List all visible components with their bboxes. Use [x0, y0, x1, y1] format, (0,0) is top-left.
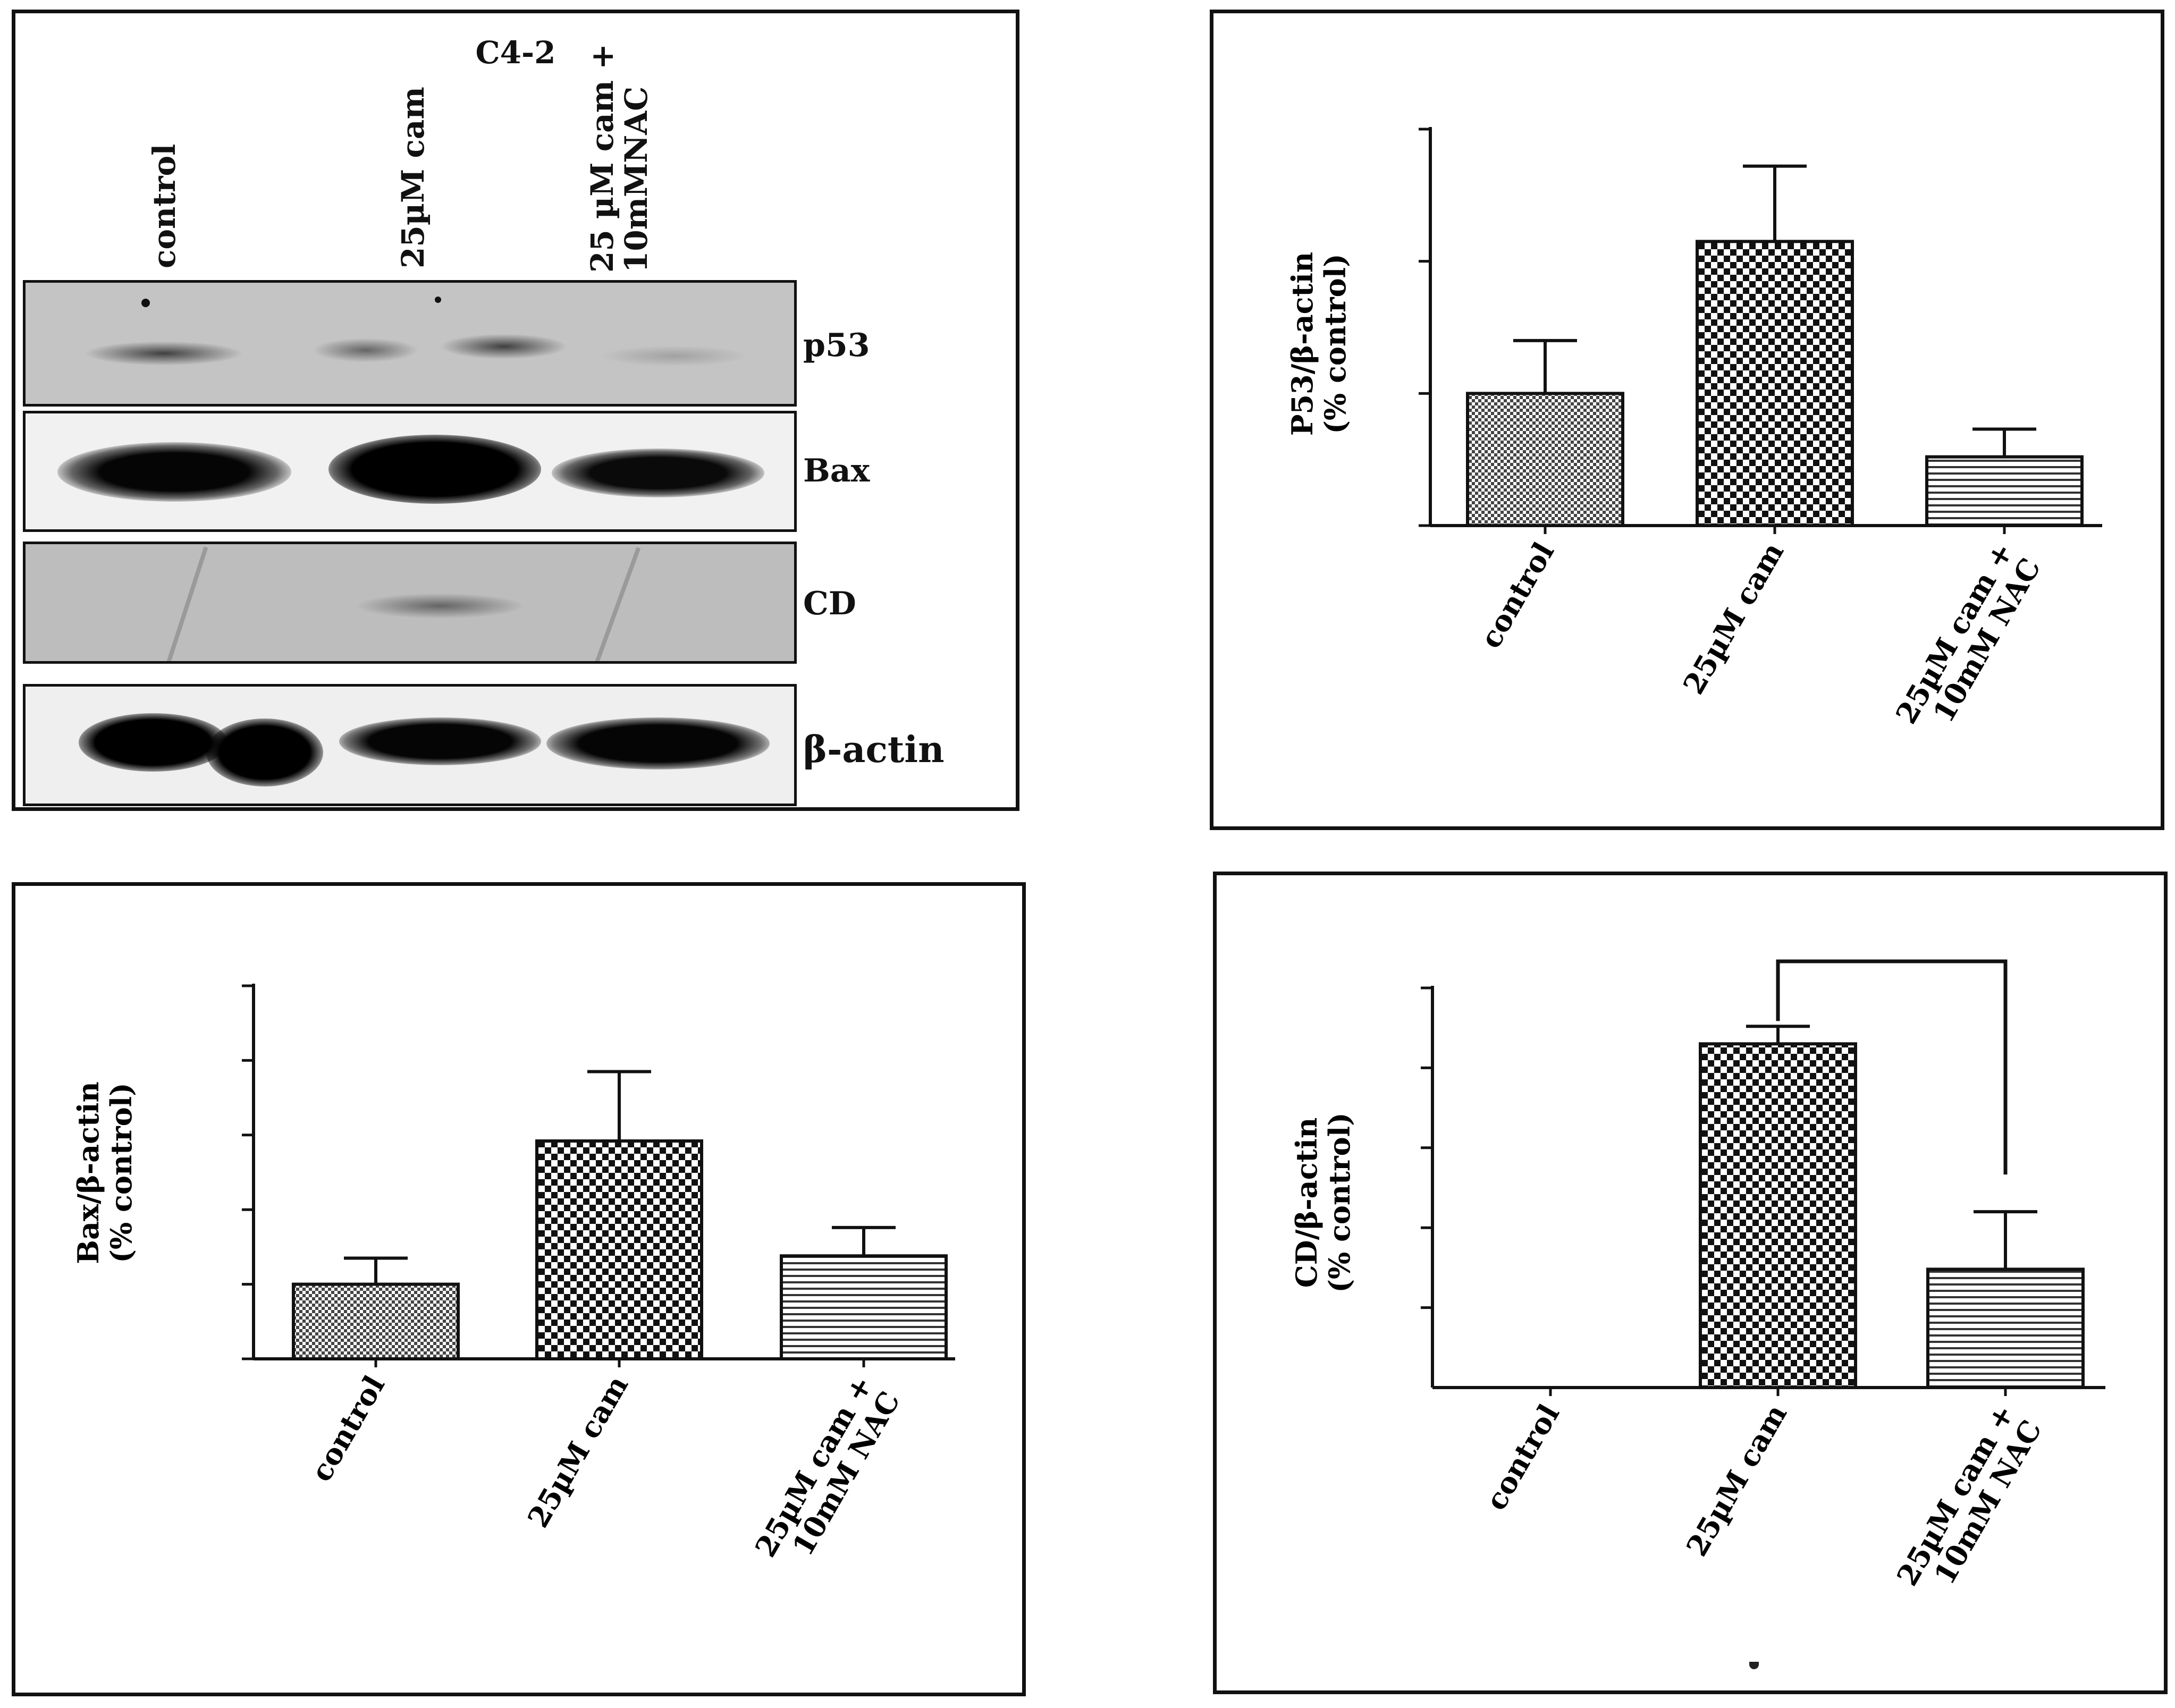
band-actin-cam-nac: [546, 717, 770, 770]
x-tick-label-line: control: [1479, 1399, 1566, 1516]
x-tick-label: 25µM cam: [521, 1370, 635, 1534]
y-axis-label-line: (% control): [1318, 253, 1352, 434]
band-label-actin: β-actin: [803, 729, 945, 771]
x-tick-label: 25µM cam +10mM NAC: [1890, 1399, 2048, 1608]
lane-label-cam-text: 25µM cam: [395, 87, 431, 268]
x-tick-label-line: 25µM cam: [1676, 537, 1791, 700]
bar: [1699, 1042, 1857, 1389]
bar: [780, 1254, 948, 1360]
band-actin-control-a: [79, 713, 227, 772]
x-tick-label-line: 25µM cam: [521, 1370, 635, 1534]
blot-title: C4-2: [475, 35, 556, 71]
chart-cd: CD/β-actin(% control) control 25µM cam 25µM…: [1289, 959, 2105, 1608]
chart-p53: P53/β-actin(% control) control 25µM cam 25µ…: [1285, 127, 2102, 746]
x-tick-label-line: control: [1473, 537, 1561, 654]
blot-speck: [141, 299, 150, 307]
y-axis-label: Bax/β-actin(% control): [71, 1081, 138, 1264]
band-actin-cam: [339, 717, 541, 765]
band-cd-cam: [355, 593, 525, 619]
blot-speck: [435, 297, 441, 303]
x-tick-label: 25µM cam +10mM NAC: [748, 1370, 907, 1579]
bar: [1925, 455, 2084, 528]
band-label-cd: CD: [803, 585, 856, 622]
band-p53-control: [84, 341, 243, 366]
band-bax-control: [57, 442, 291, 502]
x-tick-label-line: 25µM cam: [1680, 1399, 1794, 1562]
significance-bracket: [1776, 959, 2008, 1175]
band-p53-cam-b: [440, 334, 568, 359]
y-axis-label-line: (% control): [104, 1083, 138, 1263]
y-axis-label-line: (% control): [1322, 1112, 1356, 1292]
bar: [1696, 240, 1854, 528]
bar: [535, 1139, 703, 1360]
x-tick-label: control: [1473, 537, 1561, 654]
stray-mark: [1749, 1662, 1759, 1669]
x-tick-label: control: [1479, 1399, 1566, 1516]
blot-artifact: [166, 546, 208, 661]
band-label-bax: Bax: [803, 452, 870, 489]
blot-strip-actin: [23, 684, 797, 806]
x-tick-label-line: control: [304, 1370, 391, 1487]
band-p53-cam-nac: [600, 345, 748, 367]
x-tick-label: 25µM cam: [1680, 1399, 1794, 1562]
blot-strip-cd: [23, 542, 797, 664]
blot-artifact: [594, 547, 641, 661]
lane-label-control-text: control: [146, 143, 182, 268]
bar: [1926, 1267, 2085, 1390]
bar: [292, 1282, 460, 1360]
blot-strip-p53: [23, 280, 797, 407]
chart-panel-p53: P53/β-actin(% control) control 25µM cam 25µ…: [1210, 10, 2164, 830]
y-axis-label-line: Bax/β-actin: [71, 1081, 105, 1264]
chart-panel-bax: Bax/β-actin(% control) control 25µM cam 25µ…: [12, 882, 1026, 1696]
band-label-p53: p53: [803, 327, 870, 364]
band-p53-cam-a: [313, 338, 419, 362]
chart-panel-cd: CD/β-actin(% control) control 25µM cam 25µM…: [1213, 872, 2168, 1694]
western-blot-panel: C4-2 control 25µM cam 25 µM cam + 10mMNA…: [12, 10, 1019, 811]
y-axis-label-line: P53/β-actin: [1285, 252, 1319, 436]
band-bax-cam: [328, 435, 541, 504]
blot-strip-bax: [23, 411, 797, 532]
y-axis-label: P53/β-actin(% control): [1285, 252, 1352, 436]
y-axis-label-line: CD/β-actin: [1289, 1118, 1323, 1288]
x-tick-label: 25µM cam: [1676, 537, 1791, 700]
lane-label-cam-nac-text: 25 µM cam + 10mMNAC: [584, 44, 654, 273]
x-tick-label: 25µM cam +10mM NAC: [1889, 537, 2047, 746]
bar: [1466, 392, 1624, 527]
band-actin-control-b: [206, 718, 323, 787]
x-tick-label: control: [304, 1370, 391, 1487]
chart-bax: Bax/β-actin(% control) control 25µM cam 25µ…: [71, 984, 955, 1579]
y-axis-label: CD/β-actin(% control): [1289, 1112, 1356, 1292]
band-bax-cam-nac: [552, 449, 764, 497]
